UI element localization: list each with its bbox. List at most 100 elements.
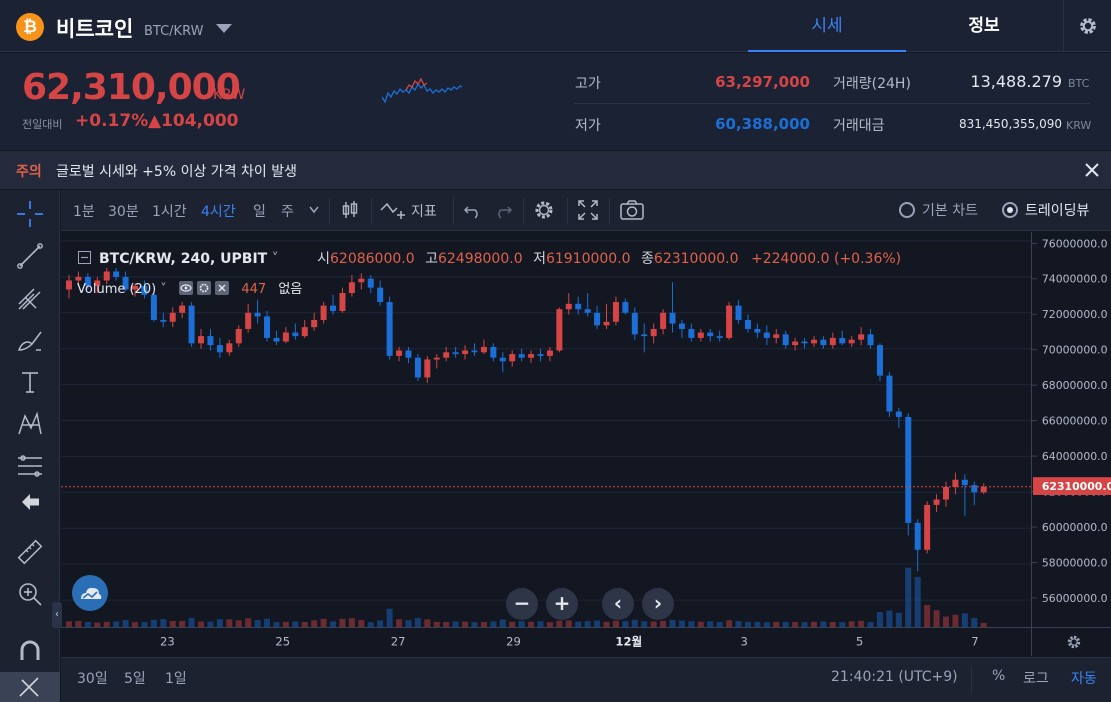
candle[interactable]	[697, 332, 704, 338]
chevron-down-icon[interactable]	[308, 205, 320, 215]
scale-percent[interactable]: %	[992, 668, 1006, 684]
candle[interactable]	[358, 278, 365, 283]
candle[interactable]	[678, 323, 685, 329]
candle[interactable]	[716, 336, 723, 338]
settings-button[interactable]	[1063, 0, 1111, 52]
candle[interactable]	[84, 276, 91, 286]
candle[interactable]	[744, 319, 751, 329]
candle[interactable]	[452, 352, 459, 355]
camera-icon[interactable]	[619, 199, 645, 221]
candle[interactable]	[150, 294, 157, 320]
candle[interactable]	[66, 280, 72, 290]
candle[interactable]	[330, 305, 337, 311]
candle[interactable]	[631, 312, 638, 335]
collapse-legend-icon[interactable]	[78, 251, 91, 264]
candle[interactable]	[339, 293, 346, 311]
candle[interactable]	[810, 339, 817, 344]
gear-icon[interactable]	[533, 199, 555, 221]
candle[interactable]	[499, 357, 506, 362]
candle[interactable]	[933, 499, 940, 505]
pattern-tool-icon[interactable]	[14, 408, 46, 440]
fib-retracement-icon[interactable]	[14, 450, 46, 482]
candle[interactable]	[895, 411, 902, 417]
candle[interactable]	[801, 341, 808, 344]
candle[interactable]	[886, 375, 893, 412]
candle[interactable]	[207, 336, 214, 346]
scroll-right-button[interactable]: ›	[642, 588, 674, 620]
redo-icon[interactable]	[493, 199, 513, 221]
candle[interactable]	[320, 305, 327, 320]
timeframe-1h[interactable]: 1시간	[152, 204, 187, 220]
candle[interactable]	[405, 350, 412, 358]
candle[interactable]	[726, 305, 733, 338]
timeframe-4h[interactable]: 4시간	[201, 204, 236, 220]
tab-info[interactable]: 정보	[968, 16, 1000, 36]
candle[interactable]	[952, 479, 959, 487]
candle[interactable]	[264, 316, 271, 338]
candle[interactable]	[414, 357, 421, 378]
candle[interactable]	[377, 287, 384, 303]
range-1d[interactable]: 1일	[165, 671, 187, 687]
candle[interactable]	[754, 328, 761, 333]
timeframe-1d[interactable]: 일	[253, 204, 266, 220]
price-axis[interactable]: 76000000.0 74000000.0 72000000.0 70000000.0…	[1031, 232, 1111, 627]
candle[interactable]	[113, 271, 120, 277]
candle[interactable]	[942, 486, 949, 500]
scale-log[interactable]: 로그	[1023, 671, 1049, 687]
candle[interactable]	[612, 302, 619, 322]
candle[interactable]	[301, 327, 308, 337]
candle[interactable]	[735, 305, 742, 320]
scale-auto[interactable]: 자동	[1071, 671, 1097, 687]
candle[interactable]	[858, 334, 865, 340]
candle[interactable]	[160, 319, 167, 322]
candle[interactable]	[122, 276, 129, 290]
candle[interactable]	[103, 271, 110, 281]
timeframe-30m[interactable]: 30분	[108, 204, 139, 220]
range-5d[interactable]: 5일	[124, 671, 146, 687]
candle[interactable]	[311, 319, 318, 328]
candle[interactable]	[584, 309, 591, 313]
candle[interactable]	[839, 337, 846, 344]
basic-chart-label[interactable]: 기본 차트	[922, 203, 978, 219]
undo-icon[interactable]	[463, 199, 483, 221]
magnet-icon[interactable]	[14, 636, 46, 668]
candle[interactable]	[905, 416, 912, 523]
candle[interactable]	[141, 285, 148, 295]
candle[interactable]	[971, 485, 978, 493]
candle[interactable]	[763, 332, 770, 338]
candle[interactable]	[396, 350, 403, 356]
candle[interactable]	[348, 282, 355, 294]
indicators-button[interactable]: 지표	[411, 204, 437, 220]
candle[interactable]	[876, 345, 883, 376]
brush-icon[interactable]	[14, 324, 46, 356]
candle[interactable]	[773, 334, 780, 338]
candle[interactable]	[688, 328, 695, 338]
candle[interactable]	[188, 305, 195, 344]
time-axis[interactable]: 23 25 27 29 12월 3 5 7	[61, 627, 1031, 656]
candle[interactable]	[650, 328, 657, 337]
candle[interactable]	[565, 303, 572, 310]
candle[interactable]	[518, 354, 525, 358]
candle[interactable]	[443, 352, 450, 358]
close-icon[interactable]	[1082, 160, 1102, 180]
cloud-logo-icon[interactable]	[72, 575, 108, 611]
candle[interactable]	[179, 305, 186, 313]
candle[interactable]	[792, 341, 799, 346]
timeframe-1w[interactable]: 주	[281, 204, 294, 220]
candle[interactable]	[169, 312, 176, 322]
candle[interactable]	[245, 312, 252, 329]
tradingview-radio[interactable]	[1002, 202, 1018, 218]
candle[interactable]	[546, 350, 553, 356]
lock-drawings-icon[interactable]	[0, 672, 60, 702]
candle[interactable]	[594, 312, 601, 326]
tab-market[interactable]: 시세	[748, 0, 906, 52]
candle[interactable]	[132, 285, 139, 290]
scroll-left-button[interactable]: ‹	[602, 588, 634, 620]
crosshair-icon[interactable]	[14, 198, 46, 230]
candle[interactable]	[980, 486, 987, 493]
candle[interactable]	[961, 479, 968, 486]
timeframe-1m[interactable]: 1분	[73, 204, 95, 220]
ruler-icon[interactable]	[14, 536, 46, 568]
candlestick-type-icon[interactable]	[339, 199, 361, 221]
candle[interactable]	[386, 302, 393, 356]
